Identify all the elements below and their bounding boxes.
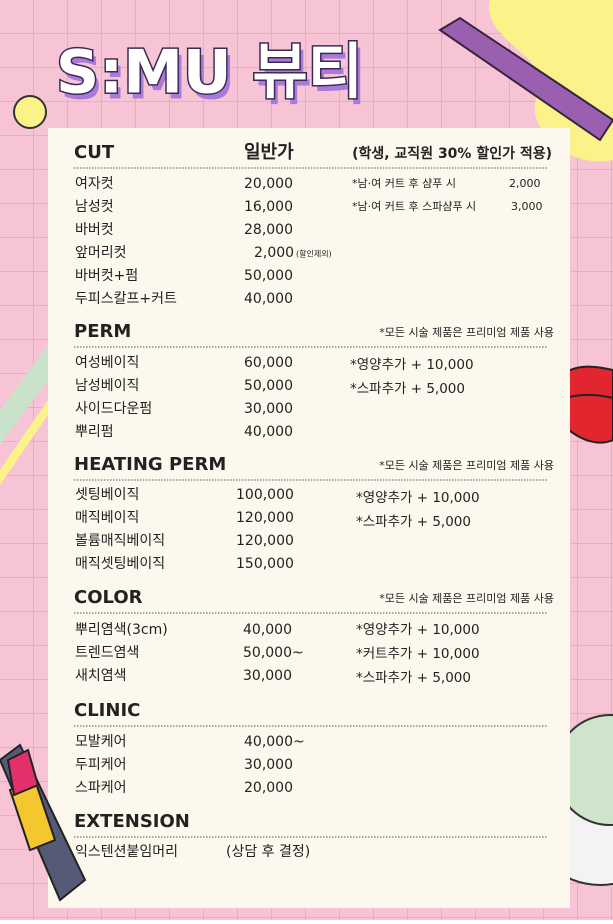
item-price: 40,000 xyxy=(244,291,293,307)
item-price: 30,000 xyxy=(244,757,293,773)
stripe xyxy=(0,400,48,485)
item-price: 40,000~ xyxy=(244,734,305,750)
extra-option: *남·여 커트 후 스파샴푸 시 xyxy=(352,200,476,213)
extra-option: *영양추가 + 10,000 xyxy=(356,490,480,506)
item-price: 120,000 xyxy=(236,533,294,549)
extra-price: 3,000 xyxy=(511,200,543,213)
item-price: 40,000 xyxy=(244,424,293,440)
item-price: 30,000 xyxy=(243,668,292,684)
item-name: 볼륨매직베이직 xyxy=(75,533,165,549)
section-note: (학생, 교직원 30% 할인가 적용) xyxy=(352,145,552,162)
item-name: 두피스칼프+커트 xyxy=(75,291,177,307)
item-price: 16,000 xyxy=(244,199,293,215)
stripe xyxy=(0,345,48,445)
item-name: 뿌리펌 xyxy=(75,424,114,440)
item-name: 바버컷 xyxy=(75,222,114,238)
extra-option: *스파추가 + 5,000 xyxy=(356,514,471,530)
item-price: 2,000 xyxy=(254,245,294,261)
column-title: 일반가 xyxy=(244,142,294,163)
item-price: 50,000~ xyxy=(243,645,304,661)
item-name: 매직셋팅베이직 xyxy=(75,556,165,572)
comb xyxy=(438,16,613,142)
item-price: 28,000 xyxy=(244,222,293,238)
section-note: *모든 시술 제품은 프리미엄 제품 사용 xyxy=(379,592,554,605)
item-price: 120,000 xyxy=(236,510,294,526)
section-title: CLINIC xyxy=(74,700,140,721)
item-name: 앞머리컷 xyxy=(75,245,127,261)
extra-price: 2,000 xyxy=(509,177,541,190)
section-title: CUT xyxy=(74,142,115,163)
item-name: 새치염색 xyxy=(75,668,127,684)
item-name: 두피케어 xyxy=(75,757,127,773)
menu-card xyxy=(48,128,570,908)
section-title: HEATING PERM xyxy=(74,454,226,475)
item-name: 사이드다운펌 xyxy=(75,401,152,417)
section-note: *모든 시술 제품은 프리미엄 제품 사용 xyxy=(379,459,554,472)
item-price: 20,000 xyxy=(244,780,293,796)
item-name: 여성베이직 xyxy=(75,355,139,371)
item-price: 30,000 xyxy=(244,401,293,417)
extra-option: *영양추가 + 10,000 xyxy=(350,357,474,373)
item-price: (상담 후 결정) xyxy=(226,844,310,860)
item-name: 익스텐션붙임머리 xyxy=(75,844,178,860)
item-name: 바버컷+펌 xyxy=(75,268,138,284)
item-name: 뿌리염색(3cm) xyxy=(75,622,168,638)
title: S:MU 뷰티 xyxy=(56,38,363,108)
item-price: 60,000 xyxy=(244,355,293,371)
extra-option: *스파추가 + 5,000 xyxy=(350,381,465,397)
section-title: PERM xyxy=(74,321,131,342)
item-name: 남성컷 xyxy=(75,199,114,215)
item-price: 20,000 xyxy=(244,176,293,192)
item-name: 모발케어 xyxy=(75,734,127,750)
item-name: 스파케어 xyxy=(75,780,127,796)
extra-option: *커트추가 + 10,000 xyxy=(356,646,480,662)
item-name: 트렌드염색 xyxy=(75,645,139,661)
item-price: 100,000 xyxy=(236,487,294,503)
section-note: *모든 시술 제품은 프리미엄 제품 사용 xyxy=(379,326,554,339)
item-remark: (할인제외) xyxy=(296,249,332,259)
extra-option: *영양추가 + 10,000 xyxy=(356,622,480,638)
extra-option: *남·여 커트 후 샴푸 시 xyxy=(352,177,456,190)
lipstick xyxy=(0,743,87,902)
item-price: 150,000 xyxy=(236,556,294,572)
item-name: 남성베이직 xyxy=(75,378,139,394)
section-title: EXTENSION xyxy=(74,811,190,832)
item-price: 50,000 xyxy=(244,268,293,284)
yellow-dot xyxy=(13,95,47,129)
item-name: 여자컷 xyxy=(75,176,114,192)
section-title: COLOR xyxy=(74,587,143,608)
item-name: 매직베이직 xyxy=(75,510,139,526)
item-price: 40,000 xyxy=(243,622,292,638)
title-shadow: S:MU 뷰티 xyxy=(60,44,367,114)
extra-option: *스파추가 + 5,000 xyxy=(356,670,471,686)
item-price: 50,000 xyxy=(244,378,293,394)
item-name: 셋팅베이직 xyxy=(75,487,139,503)
